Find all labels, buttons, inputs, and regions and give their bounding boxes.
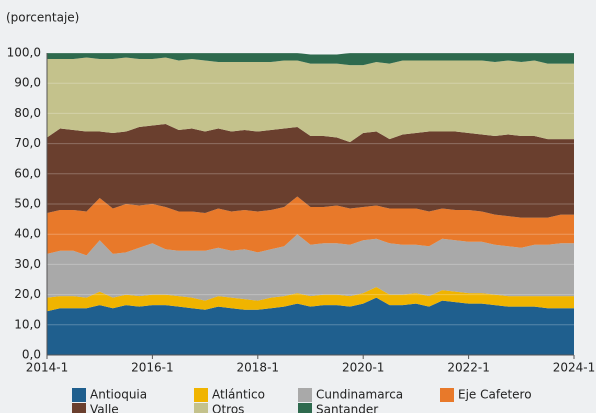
- chart-subtitle: (porcentaje): [6, 11, 79, 25]
- legend-swatch: [72, 388, 86, 402]
- legend-swatch: [194, 403, 208, 413]
- y-tick-label: 0,0: [22, 348, 41, 362]
- legend-label: Santander: [316, 403, 378, 413]
- x-tick-label: 2024-1: [553, 361, 596, 375]
- area: [47, 196, 574, 256]
- y-tick-label: 100,0: [7, 46, 41, 60]
- legend-swatch: [298, 403, 312, 413]
- x-tick-label: 2016-1: [131, 361, 174, 375]
- legend-label: Atlántico: [212, 388, 265, 402]
- x-tick-label: 2018-1: [237, 361, 280, 375]
- legend-swatch: [440, 388, 454, 402]
- y-tick-label: 40,0: [14, 227, 41, 241]
- area: [47, 287, 574, 312]
- legend-label: Cundinamarca: [316, 388, 403, 402]
- legend-label: Antioquia: [90, 388, 147, 402]
- legend-swatch: [298, 388, 312, 402]
- y-tick-label: 60,0: [14, 166, 41, 180]
- x-tick-label: 2022-1: [447, 361, 490, 375]
- x-tick-label: 2020-1: [342, 361, 385, 375]
- x-tick-label: 2014-1: [26, 361, 69, 375]
- y-tick-label: 10,0: [14, 317, 41, 331]
- legend-label: Otros: [212, 403, 244, 413]
- legend-swatch: [194, 388, 208, 402]
- legend-label: Valle: [90, 403, 119, 413]
- y-tick-label: 90,0: [14, 76, 41, 90]
- area: [47, 123, 574, 218]
- area: [47, 53, 574, 66]
- legend-swatch: [72, 403, 86, 413]
- area: [47, 57, 574, 143]
- y-tick-label: 80,0: [14, 106, 41, 120]
- legend-label: Eje Cafetero: [458, 388, 532, 402]
- y-tick-label: 70,0: [14, 136, 41, 150]
- y-tick-label: 50,0: [14, 197, 41, 211]
- y-tick-label: 20,0: [14, 287, 41, 301]
- area: [47, 297, 574, 355]
- y-tick-label: 30,0: [14, 257, 41, 271]
